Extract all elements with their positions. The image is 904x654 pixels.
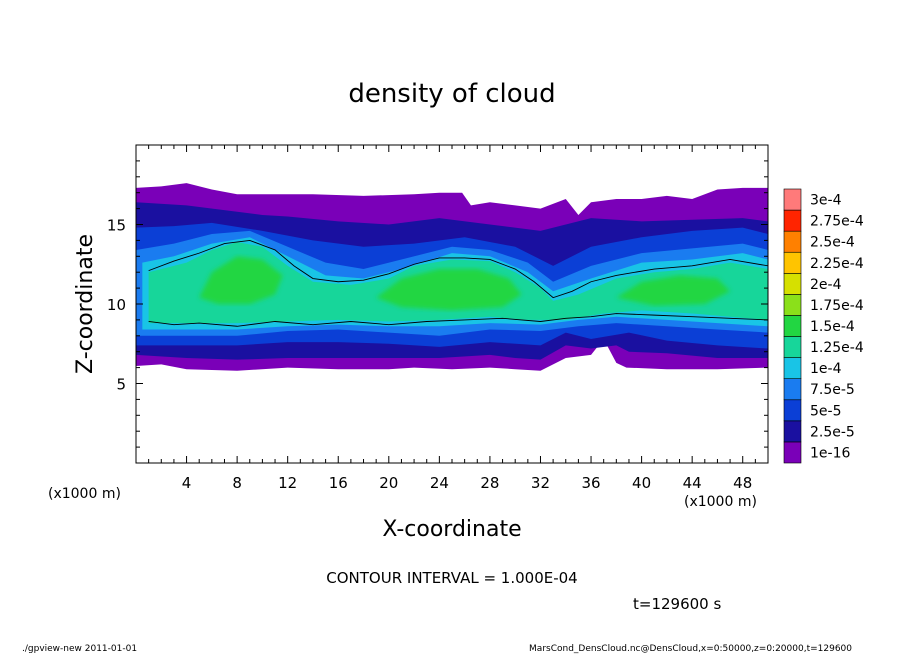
colorbar-label: 1e-4: [810, 361, 842, 377]
colorbar-swatch: [783, 230, 802, 253]
x-tick-label: 4: [182, 474, 192, 492]
time-label: t=129600 s: [633, 595, 721, 613]
x-tick-label: 44: [683, 474, 702, 492]
x-tick-label: 28: [480, 474, 499, 492]
x-axis-title: X-coordinate: [382, 517, 521, 542]
contour-interval-label: CONTOUR INTERVAL = 1.000E-04: [326, 569, 577, 587]
field-band-1.5e-4: [199, 256, 283, 304]
colorbar-label: 1.75e-4: [810, 298, 864, 314]
x-tick-label: 12: [278, 474, 297, 492]
colorbar-swatch: [783, 273, 802, 295]
colorbar-swatch: [783, 209, 802, 232]
colorbar-swatch: [783, 188, 802, 211]
colorbar-swatch: [783, 294, 802, 316]
y-axis-title: Z-coordinate: [73, 234, 98, 374]
colorbar-label: 2.5e-4: [810, 235, 855, 251]
contour-line: [148, 313, 768, 327]
colorbar-swatch: [783, 399, 802, 422]
y-unit-label: (x1000 m): [48, 486, 121, 502]
x-tick-label: 24: [430, 474, 449, 492]
colorbar-label: 7.5e-5: [810, 382, 855, 398]
colorbar-label: 2.5e-5: [810, 424, 855, 440]
colorbar-swatch: [783, 357, 802, 379]
contour-line: [148, 239, 768, 299]
x-tick-label: 20: [379, 474, 398, 492]
y-tick-label: 10: [107, 296, 126, 314]
colorbar-label: 2.75e-4: [810, 214, 864, 230]
colorbar-label: 1.5e-4: [810, 319, 855, 335]
x-tick-label: 36: [581, 474, 600, 492]
x-tick-label: 8: [232, 474, 242, 492]
footer-left: ./gpview-new 2011-01-01: [22, 644, 137, 654]
y-axis: 5 10 15: [107, 160, 768, 448]
plot-area: [136, 145, 768, 463]
footer-right: MarsCond_DensCloud.nc@DensCloud,x=0:5000…: [529, 644, 852, 654]
x-tick-label: 40: [632, 474, 651, 492]
x-tick-label: 48: [733, 474, 752, 492]
colorbar-label: 3e-4: [810, 193, 842, 209]
colorbar-swatch: [783, 420, 802, 443]
y-tick-label: 15: [107, 217, 126, 235]
colorbar-swatch: [783, 441, 802, 464]
field-band-1.5e-4: [616, 275, 731, 306]
x-tick-label: 16: [329, 474, 348, 492]
density-field: [136, 183, 768, 371]
colorbar-swatch: [783, 378, 802, 401]
colorbar-label: 1.25e-4: [810, 340, 864, 356]
x-axis: 4 8 12 16 20 24 28 32 36 40 44 48: [148, 145, 756, 492]
x-tick-label: 32: [531, 474, 550, 492]
colorbar-label: 5e-5: [810, 403, 841, 419]
colorbar-swatch: [783, 251, 802, 274]
colorbar-swatch: [783, 315, 802, 337]
chart-title: density of cloud: [348, 79, 555, 109]
colorbar-swatch: [783, 336, 802, 358]
colorbar: 1e-16 2.5e-5 5e-5 7.5e-5 1e-4 1.25e-4 1.5e-4 1.…: [783, 188, 864, 464]
y-tick-label: 5: [116, 376, 126, 394]
colorbar-label: 1e-16: [810, 445, 850, 461]
field-band-1.5e-4: [376, 269, 522, 311]
colorbar-label: 2.25e-4: [810, 256, 864, 272]
colorbar-label: 2e-4: [810, 277, 842, 293]
x-unit-label: (x1000 m): [684, 494, 757, 510]
